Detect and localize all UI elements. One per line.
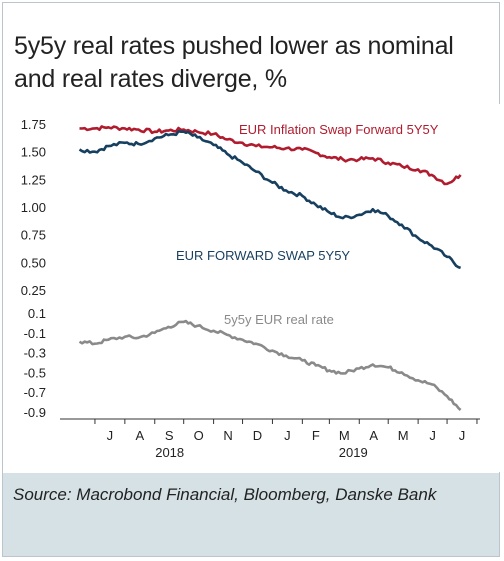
y-tick-label: 1.25 (21, 172, 46, 187)
x-tick-label: F (312, 428, 320, 443)
y-tick-label: 1.75 (21, 117, 46, 132)
x-tick-label: J (284, 428, 291, 443)
source-note: Source: Macrobond Financial, Bloomberg, … (13, 485, 437, 504)
series-label: 5y5y EUR real rate (224, 312, 334, 327)
page-title: 5y5y real rates pushed lower as nominal … (14, 32, 454, 93)
x-tick-label: J (459, 428, 466, 443)
x-year-label: 2019 (339, 445, 368, 460)
x-tick-label: J (107, 428, 114, 443)
x-tick-label: A (369, 428, 378, 443)
chart-area: 1.75 1.50 1.25 1.00 0.75 0.50 0.25 0.1 -0.1 -0.3 -… (4, 104, 500, 472)
x-tick-label: N (223, 428, 232, 443)
x-tick-label: A (135, 428, 144, 443)
y-tick-label: -0.5 (24, 365, 46, 380)
x-tick-label: S (165, 428, 174, 443)
x-tick-label: O (194, 428, 204, 443)
y-tick-label: -0.9 (24, 405, 46, 420)
series-label: EUR FORWARD SWAP 5Y5Y (176, 248, 350, 263)
y-tick-label: -0.7 (24, 385, 46, 400)
y-tick-label: -0.1 (24, 326, 46, 341)
x-tick-label: J (429, 428, 436, 443)
x-year-label: 2018 (155, 445, 184, 460)
x-tick-label: M (339, 428, 350, 443)
series-label: EUR Inflation Swap Forward 5Y5Y (239, 122, 439, 137)
y-tick-label: 1.50 (21, 145, 46, 160)
x-tick-label: D (253, 428, 262, 443)
y-tick-label: 1.00 (21, 200, 46, 215)
y-tick-label: 0.1 (28, 306, 46, 321)
y-tick-label: 0.75 (21, 228, 46, 243)
source-panel (3, 473, 499, 556)
chart-svg: 1.75 1.50 1.25 1.00 0.75 0.50 0.25 0.1 -0.1 -0.3 -… (21, 117, 480, 460)
y-tick-label: -0.3 (24, 346, 46, 361)
y-tick-label: 0.50 (21, 255, 46, 270)
series-line-0-0 (79, 125, 462, 186)
y-tick-label: 0.25 (21, 283, 46, 298)
series-line-1-0 (78, 319, 462, 411)
series-line-0-1 (78, 130, 462, 270)
x-tick-label: M (398, 428, 409, 443)
